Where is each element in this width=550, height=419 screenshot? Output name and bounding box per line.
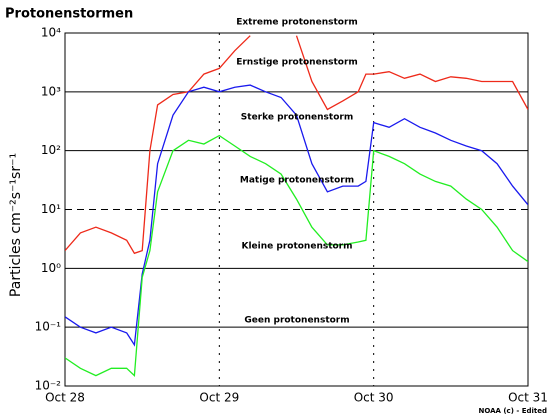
data-line (65, 35, 528, 255)
annotation: Kleine protonenstorm (241, 242, 352, 252)
plot-frame (64, 32, 529, 387)
data-line (65, 84, 528, 347)
x-tick-label: Oct 29 (199, 391, 239, 405)
data-line (65, 134, 528, 378)
annotation: Ernstige protonenstorm (236, 58, 358, 68)
y-tick-label: 10³ (41, 84, 61, 98)
y-tick-label: 10² (41, 143, 61, 157)
annotation: Extreme protonenstorm (236, 18, 358, 28)
source: NOAA (c) - Edited (478, 407, 547, 415)
annotation: Geen protonenstorm (244, 316, 349, 326)
y-tick-label: 10⁻¹ (35, 320, 62, 334)
y-tick-label: 10⁻² (35, 379, 62, 393)
annotation: Matige protonenstorm (240, 176, 354, 186)
y-tick-label: 10¹ (41, 202, 61, 216)
x-tick-label: Oct 28 (45, 391, 85, 405)
y-tick-label: 10⁰ (41, 261, 61, 275)
y-tick-label: 10⁴ (41, 26, 61, 40)
x-tick-label: Oct 31 (508, 391, 548, 405)
annotation: Sterke protonenstorm (241, 113, 353, 123)
chart-title: Protonenstormen (5, 7, 133, 22)
x-tick-label: Oct 30 (354, 391, 394, 405)
y-axis-label: Particles cm⁻²s⁻¹sr⁻¹ (8, 153, 24, 297)
